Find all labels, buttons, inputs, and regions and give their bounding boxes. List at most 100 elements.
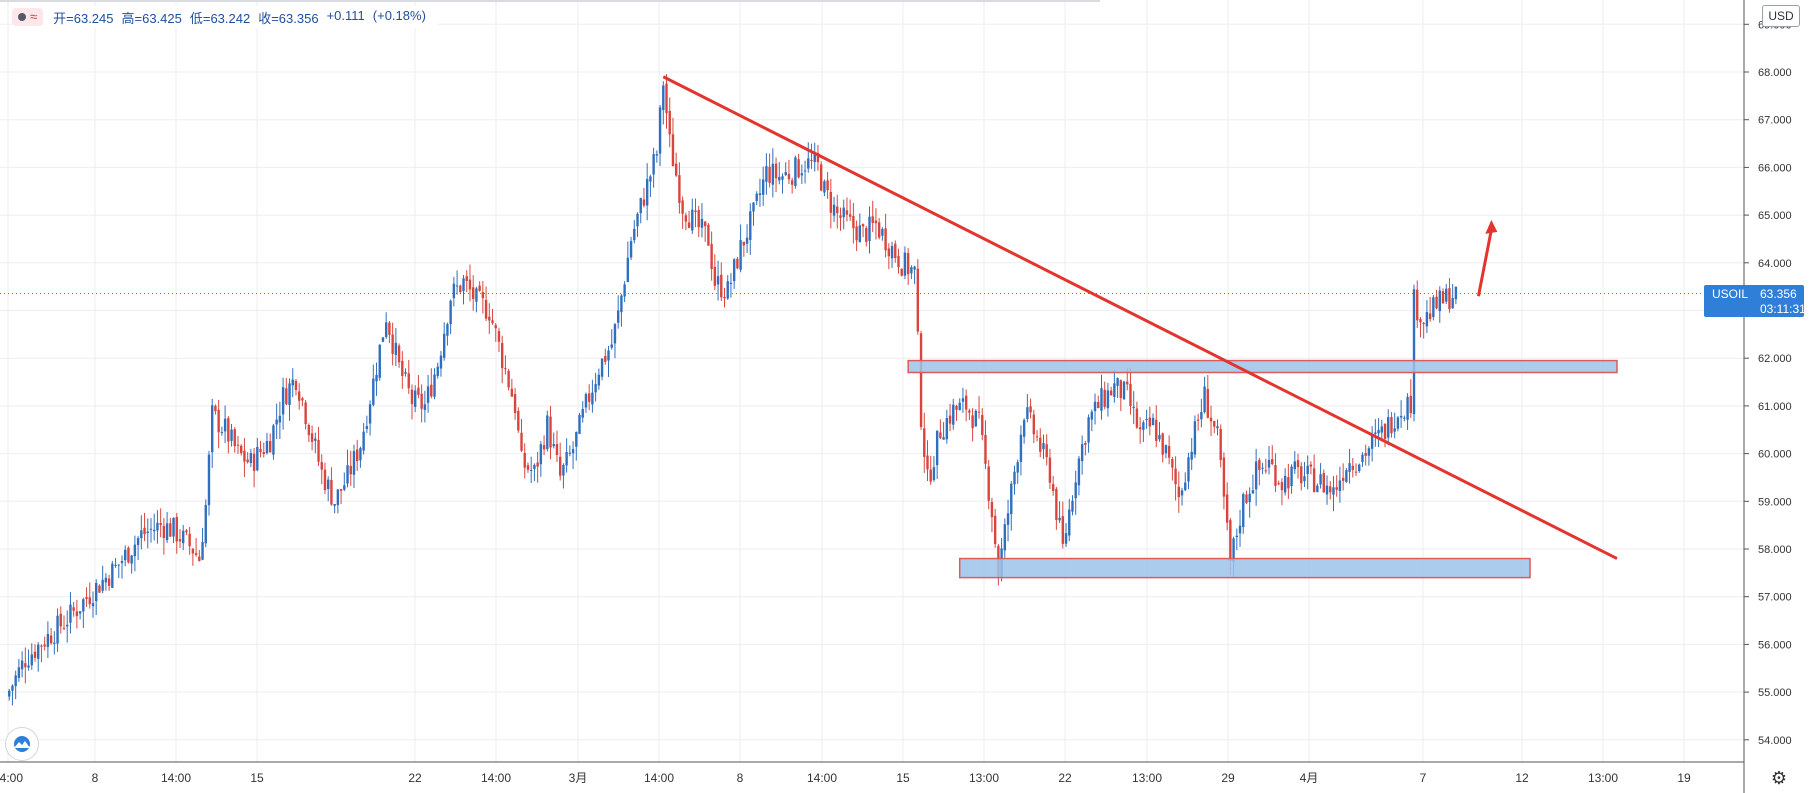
candle-body[interactable] [1010,483,1013,515]
candle-body[interactable] [652,154,655,175]
candles[interactable] [8,74,1458,706]
candle-body[interactable] [233,429,236,447]
candle-body[interactable] [1145,419,1148,421]
candle-body[interactable] [517,410,520,431]
candle-body[interactable] [1232,538,1235,562]
candle-body[interactable] [410,389,414,405]
candle-body[interactable] [365,426,369,429]
candle-body[interactable] [185,530,188,533]
candle-body[interactable] [359,448,362,461]
candle-body[interactable] [391,334,394,354]
candle-body[interactable] [868,216,871,242]
candle-body[interactable] [1406,396,1409,420]
candle-body[interactable] [778,176,781,181]
candle-body[interactable] [742,241,746,246]
candle-body[interactable] [1319,474,1322,485]
candle-body[interactable] [681,200,684,214]
candle-body[interactable] [53,642,56,644]
candle-body[interactable] [37,644,40,659]
candle-body[interactable] [674,163,678,176]
candle-body[interactable] [146,531,149,534]
candle-body[interactable] [1229,520,1232,561]
candle-body[interactable] [336,489,340,506]
candle-body[interactable] [1432,297,1435,318]
candle-body[interactable] [597,374,601,386]
candle-body[interactable] [1035,436,1039,438]
candle-body[interactable] [162,525,166,539]
candle-body[interactable] [794,157,797,187]
candle-body[interactable] [1200,412,1203,420]
candle-body[interactable] [836,206,839,214]
candle-body[interactable] [848,214,852,217]
candle-body[interactable] [826,180,829,191]
candle-body[interactable] [810,160,813,162]
candle-body[interactable] [1374,432,1377,434]
candle-body[interactable] [552,444,555,447]
candle-body[interactable] [1013,471,1016,485]
candle-body[interactable] [1338,480,1342,492]
candle-body[interactable] [1087,417,1090,443]
candle-body[interactable] [971,415,974,429]
candle-body[interactable] [1280,482,1284,491]
candle-body[interactable] [285,388,288,405]
candle-body[interactable] [987,466,990,501]
support-zone[interactable] [958,557,1531,579]
candle-body[interactable] [610,344,613,348]
candle-body[interactable] [1126,381,1129,385]
candle-body[interactable] [745,237,749,244]
candle-body[interactable] [816,152,820,163]
candle-body[interactable] [977,411,981,413]
candle-body[interactable] [749,211,752,241]
candle-body[interactable] [262,452,265,454]
candle-body[interactable] [981,415,984,436]
candle-body[interactable] [581,408,584,418]
candle-body[interactable] [153,529,156,532]
candle-body[interactable] [1032,414,1036,435]
candle-body[interactable] [349,465,352,475]
candle-body[interactable] [913,266,916,270]
candle-body[interactable] [861,224,865,227]
candle-body[interactable] [1122,381,1126,400]
candle-body[interactable] [1132,406,1135,408]
candle-body[interactable] [1084,442,1087,445]
candle-body[interactable] [568,452,572,454]
candle-body[interactable] [1184,482,1187,491]
candle-body[interactable] [78,611,82,614]
candle-body[interactable] [339,489,343,491]
candle-body[interactable] [955,405,958,410]
candle-body[interactable] [343,485,346,490]
candle-body[interactable] [935,430,939,466]
candle-body[interactable] [1309,464,1313,467]
candle-body[interactable] [1161,433,1164,455]
candle-body[interactable] [17,667,21,678]
candle-body[interactable] [372,378,375,405]
candle-body[interactable] [877,222,881,238]
candle-body[interactable] [1242,494,1245,528]
candle-body[interactable] [968,410,971,413]
candle-body[interactable] [1300,466,1303,484]
candle-body[interactable] [455,285,459,287]
candle-body[interactable] [1116,378,1119,386]
candle-body[interactable] [984,435,987,464]
candle-body[interactable] [1225,494,1229,523]
candle-body[interactable] [874,220,878,224]
candle-body[interactable] [890,246,894,259]
candle-body[interactable] [1271,459,1274,465]
candle-body[interactable] [636,213,639,227]
candle-body[interactable] [194,553,198,555]
candle-body[interactable] [1029,406,1032,413]
candle-body[interactable] [1051,484,1055,491]
candle-body[interactable] [72,607,75,611]
candle-body[interactable] [310,433,314,442]
candle-body[interactable] [230,429,233,441]
candle-body[interactable] [578,414,581,434]
candle-body[interactable] [462,278,465,292]
candle-body[interactable] [320,462,323,470]
candle-body[interactable] [790,180,794,185]
candle-body[interactable] [1325,485,1329,495]
candle-body[interactable] [1354,471,1358,473]
candle-body[interactable] [504,368,507,370]
candle-body[interactable] [497,331,501,342]
candle-body[interactable] [314,438,317,441]
